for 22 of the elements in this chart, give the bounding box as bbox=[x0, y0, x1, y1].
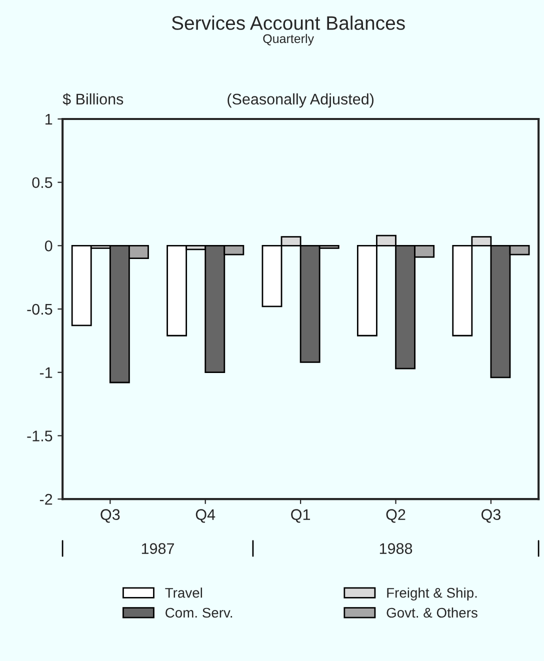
y-tick-label: -2 bbox=[40, 494, 52, 505]
legend-label: Govt. & Others bbox=[386, 607, 478, 618]
y-tick-label: 0.5 bbox=[32, 177, 52, 188]
x-tick-label: Q4 bbox=[196, 509, 216, 523]
x-tick-label: Q2 bbox=[386, 509, 406, 523]
y-tick-label: -0.5 bbox=[27, 304, 52, 315]
y-tick-label: -1 bbox=[40, 367, 52, 378]
legend-label: Com. Serv. bbox=[166, 608, 232, 618]
y-tick-label: 1 bbox=[46, 114, 52, 125]
x-tick-label: Q1 bbox=[291, 509, 310, 523]
x-tick-label: Q3 bbox=[481, 509, 500, 523]
y-tick-label: 0 bbox=[44, 240, 52, 252]
legend-label: Freight & Ship. bbox=[387, 588, 477, 601]
text: 1987 bbox=[142, 543, 174, 554]
chart-subtitle: Quarterly bbox=[263, 34, 314, 46]
y-axis-title: $ Billions bbox=[62, 93, 124, 106]
text: (Seasonally Adjusted) bbox=[228, 93, 374, 108]
chart-title: Services Account Balances bbox=[172, 16, 405, 30]
text: 1988 bbox=[380, 543, 412, 554]
y-tick-label: -1.5 bbox=[27, 430, 52, 442]
legend-label: Travel bbox=[165, 588, 202, 598]
x-tick-label: Q3 bbox=[100, 509, 120, 523]
